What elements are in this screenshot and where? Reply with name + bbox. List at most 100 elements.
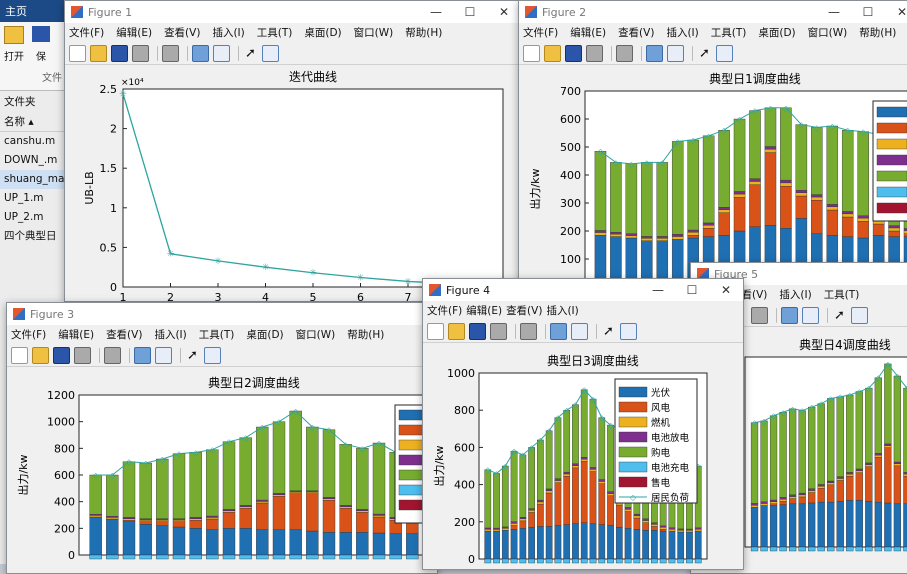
- minimize-icon[interactable]: —: [828, 5, 840, 19]
- colorbar-icon[interactable]: [134, 346, 151, 364]
- file-item[interactable]: UP_1.m: [4, 192, 44, 204]
- menu-window[interactable]: 窗口(W): [353, 27, 394, 39]
- menu-view[interactable]: 查看(V): [618, 27, 655, 39]
- legend-icon[interactable]: [213, 44, 230, 62]
- titlebar[interactable]: Figure 2 — ☐ ✕: [519, 1, 907, 23]
- save-icon[interactable]: [53, 346, 70, 364]
- colorbar-icon[interactable]: [192, 44, 209, 62]
- menu-desktop[interactable]: 桌面(D): [246, 329, 284, 341]
- open-icon[interactable]: [544, 44, 561, 62]
- menu-tools[interactable]: 工具(T): [823, 289, 860, 301]
- print-icon[interactable]: [490, 322, 507, 340]
- new-figure-icon[interactable]: [427, 322, 444, 340]
- menu-window[interactable]: 窗口(W): [807, 27, 848, 39]
- menu-view[interactable]: 查看(V): [164, 27, 201, 39]
- titlebar[interactable]: Figure 3: [7, 303, 437, 325]
- menu-file[interactable]: 文件(F): [11, 329, 47, 341]
- menu-insert[interactable]: 插入(I): [212, 27, 245, 39]
- pointer-icon[interactable]: ➚: [834, 307, 845, 323]
- menu-tools[interactable]: 工具(T): [198, 329, 235, 341]
- open-icon[interactable]: [32, 346, 49, 364]
- save-icon[interactable]: [32, 26, 50, 42]
- menu-view[interactable]: 查看(V): [506, 305, 543, 317]
- menu-edit[interactable]: 编辑(E): [466, 305, 503, 317]
- maximize-icon[interactable]: ☐: [686, 283, 698, 297]
- close-icon[interactable]: ✕: [896, 5, 907, 19]
- minimize-icon[interactable]: —: [652, 283, 664, 297]
- link-icon[interactable]: [162, 44, 179, 62]
- menu-file[interactable]: 文件(F): [523, 27, 559, 39]
- new-figure-icon[interactable]: [523, 44, 540, 62]
- menu-edit[interactable]: 编辑(E): [570, 27, 607, 39]
- ribbon-open[interactable]: 打开: [4, 52, 24, 63]
- figure-3-window[interactable]: Figure 3 文件(F) 编辑(E) 查看(V) 插入(I) 工具(T) 桌面(D) 窗…: [6, 302, 438, 574]
- link-icon[interactable]: [104, 346, 121, 364]
- colorbar-icon[interactable]: [781, 306, 798, 324]
- property-editor-icon[interactable]: [262, 44, 279, 62]
- file-item[interactable]: 四个典型日: [4, 230, 57, 242]
- file-item[interactable]: shuang_ma: [0, 170, 66, 189]
- figure-4-window[interactable]: Figure 4 — ☐ ✕ 文件(F) 编辑(E) 查看(V) 插入(I) ➚ 典型日3调…: [422, 278, 744, 570]
- menu-file[interactable]: 文件(F): [69, 27, 105, 39]
- menu-insert[interactable]: 插入(I): [546, 305, 579, 317]
- titlebar[interactable]: Figure 1 — ☐ ✕: [65, 1, 521, 23]
- link-icon[interactable]: [616, 44, 633, 62]
- menu-file[interactable]: 文件(F): [427, 305, 463, 317]
- menu-insert[interactable]: 插入(I): [666, 27, 699, 39]
- main-title[interactable]: 主页: [0, 0, 66, 22]
- colorbar-icon[interactable]: [646, 44, 663, 62]
- pointer-icon[interactable]: ➚: [187, 347, 198, 363]
- legend-icon[interactable]: [155, 346, 172, 364]
- menu-tools[interactable]: 工具(T): [710, 27, 747, 39]
- close-icon[interactable]: ✕: [498, 5, 510, 19]
- legend-icon[interactable]: [667, 44, 684, 62]
- open-icon[interactable]: [448, 322, 465, 340]
- figure-1-window[interactable]: Figure 1 — ☐ ✕ 文件(F) 编辑(E) 查看(V) 插入(I) 工具(T) 桌面(…: [64, 0, 522, 302]
- file-item[interactable]: canshu.m: [4, 135, 56, 147]
- menu-help[interactable]: 帮助(H): [347, 329, 385, 341]
- new-figure-icon[interactable]: [69, 44, 86, 62]
- pointer-icon[interactable]: ➚: [699, 45, 710, 61]
- property-editor-icon[interactable]: [851, 306, 868, 324]
- menu-edit[interactable]: 编辑(E): [58, 329, 95, 341]
- maximize-icon[interactable]: ☐: [464, 5, 476, 19]
- close-icon[interactable]: ✕: [720, 283, 732, 297]
- menu-edit[interactable]: 编辑(E): [116, 27, 153, 39]
- legend-icon[interactable]: [802, 306, 819, 324]
- property-editor-icon[interactable]: [716, 44, 733, 62]
- file-item[interactable]: DOWN_.m: [4, 154, 58, 166]
- save-icon[interactable]: [469, 322, 486, 340]
- ribbon-save[interactable]: 保: [36, 52, 46, 63]
- print-icon[interactable]: [74, 346, 91, 364]
- menu-desktop[interactable]: 桌面(D): [758, 27, 796, 39]
- legend-icon[interactable]: [571, 322, 588, 340]
- menu-help[interactable]: 帮助(H): [405, 27, 443, 39]
- menu-help[interactable]: 帮助(H): [859, 27, 897, 39]
- figure-2-window[interactable]: Figure 2 — ☐ ✕ 文件(F) 编辑(E) 查看(V) 插入(I) 工具(T) 桌面(…: [518, 0, 907, 292]
- save-icon[interactable]: [565, 44, 582, 62]
- save-icon[interactable]: [111, 44, 128, 62]
- maximize-icon[interactable]: ☐: [862, 5, 874, 19]
- menu-desktop[interactable]: 桌面(D): [304, 27, 342, 39]
- new-figure-icon[interactable]: [11, 346, 28, 364]
- column-name-header[interactable]: 名称 ▴: [0, 112, 66, 132]
- open-icon[interactable]: [90, 44, 107, 62]
- property-editor-icon[interactable]: [204, 346, 221, 364]
- colorbar-icon[interactable]: [550, 322, 567, 340]
- pointer-icon[interactable]: ➚: [245, 45, 256, 61]
- pointer-icon[interactable]: ➚: [603, 323, 614, 339]
- titlebar[interactable]: Figure 5: [691, 263, 907, 285]
- print-icon[interactable]: [586, 44, 603, 62]
- print-icon[interactable]: [751, 306, 768, 324]
- menu-tools[interactable]: 工具(T): [256, 27, 293, 39]
- minimize-icon[interactable]: —: [430, 5, 442, 19]
- folder-icon[interactable]: [4, 26, 24, 44]
- menu-view[interactable]: 查看(V): [106, 329, 143, 341]
- link-icon[interactable]: [520, 322, 537, 340]
- titlebar[interactable]: Figure 4 — ☐ ✕: [423, 279, 743, 301]
- menu-insert[interactable]: 插入(I): [779, 289, 812, 301]
- menu-insert[interactable]: 插入(I): [154, 329, 187, 341]
- file-item[interactable]: UP_2.m: [4, 211, 44, 223]
- print-icon[interactable]: [132, 44, 149, 62]
- property-editor-icon[interactable]: [620, 322, 637, 340]
